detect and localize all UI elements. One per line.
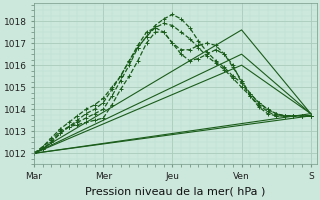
X-axis label: Pression niveau de la mer( hPa ): Pression niveau de la mer( hPa ) (85, 187, 266, 197)
